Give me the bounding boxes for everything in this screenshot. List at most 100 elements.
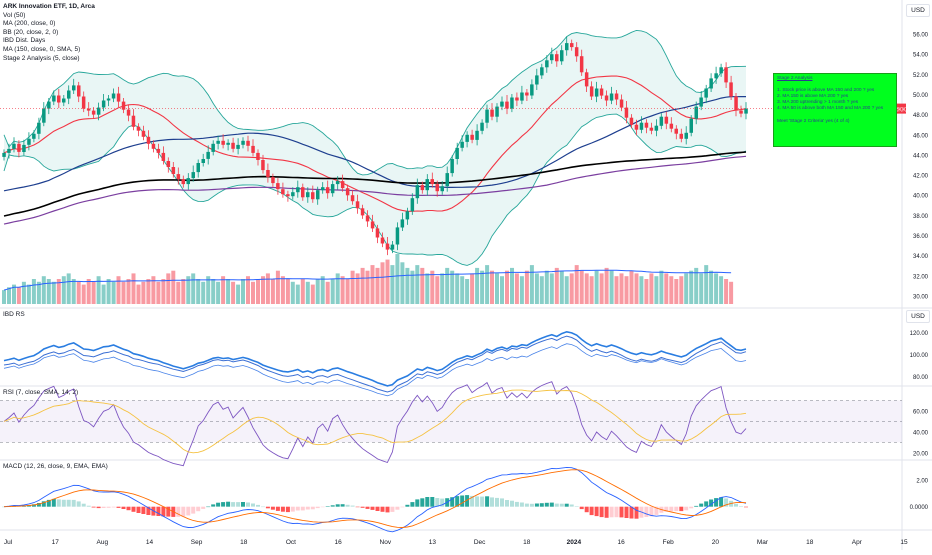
volume-bar [350, 270, 355, 304]
volume-bar [12, 284, 16, 304]
volume-bar [524, 270, 529, 304]
candle-body [146, 136, 151, 144]
candle-body [181, 179, 185, 185]
symbol-title[interactable]: ARK Innovation ETF, 1D, Arca [3, 3, 95, 10]
candle-body [91, 110, 96, 115]
macd-histogram-bar [634, 506, 639, 519]
volume-bar [579, 270, 584, 304]
macd-histogram-bar [674, 506, 679, 512]
macd-histogram-bar [709, 499, 714, 507]
time-axis-tick: 14 [146, 539, 154, 546]
candle-body [22, 144, 26, 152]
bollinger-band-fill [4, 30, 746, 266]
macd-histogram-bar [724, 498, 729, 507]
macd-histogram-bar [61, 499, 66, 507]
volume-bar [634, 273, 639, 304]
candle-body [535, 75, 539, 85]
rs-currency-badge[interactable]: USD [906, 310, 930, 323]
macd-histogram-bar [246, 502, 250, 507]
legend-vol[interactable]: Vol (50) [3, 11, 26, 19]
candle-body [390, 244, 395, 250]
macd-histogram-bar [450, 497, 455, 507]
macd-histogram-bar [744, 506, 748, 508]
candle-body [166, 161, 171, 167]
volume-bar [265, 273, 270, 304]
candle-body [226, 142, 230, 145]
candle-body [126, 109, 131, 116]
volume-bar [91, 281, 96, 304]
candle-body [395, 227, 400, 245]
rs-axis-tick: 80.00 [913, 375, 929, 381]
macd-histogram-bar [191, 506, 196, 514]
candle-body [72, 85, 76, 91]
candle-body [57, 95, 61, 103]
macd-histogram-bar [694, 505, 699, 507]
candle-body [216, 140, 220, 144]
volume-bar [390, 265, 395, 304]
candle-body [659, 116, 664, 126]
candle-body [644, 122, 649, 128]
volume-bar [236, 284, 241, 304]
volume-bar [435, 276, 440, 304]
macd-histogram-bar [425, 497, 430, 507]
macd-histogram-bar [310, 506, 315, 510]
candle-body [77, 85, 81, 97]
volume-bar [171, 270, 176, 304]
legend-stage2[interactable]: Stage 2 Analysis (5, close) [3, 54, 80, 62]
macd-pane-title[interactable]: MACD (12, 26, close, 9, EMA, EMA) [3, 463, 108, 470]
volume-bar [101, 284, 106, 304]
candle-body [335, 181, 340, 185]
macd-histogram-bar [325, 506, 330, 507]
volume-bar [425, 273, 430, 304]
volume-bar [639, 276, 644, 304]
indicator-layer [3, 29, 747, 266]
rs-pane-title[interactable]: IBD RS [3, 311, 25, 318]
legend-ma200[interactable]: MA (200, close, 0) [3, 20, 56, 28]
note-line: 3. MA 200 uptrending > 1 month ? yes [777, 100, 859, 106]
legend-ibd-dist[interactable]: IBD Dist. Days [3, 37, 46, 45]
candle-body [599, 88, 604, 96]
macd-histogram-bar [495, 497, 499, 507]
rsi-pane-title[interactable]: RSI (7, close, SMA, 14, 2) [3, 389, 79, 396]
chart-legend: ARK Innovation ETF, 1D, Arca Vol (50) MA… [3, 3, 95, 63]
candle-body [679, 133, 683, 139]
macd-histogram-bar [405, 504, 410, 507]
volume-bar [141, 281, 146, 304]
macd-histogram-bar [629, 506, 634, 519]
candle-body [12, 143, 16, 149]
candle-body [17, 143, 21, 152]
candle-body [246, 140, 250, 146]
macd-histogram-bar [330, 505, 335, 507]
macd-histogram-bar [91, 506, 96, 508]
rs-line-2 [3, 335, 747, 393]
macd-histogram-bar [599, 506, 604, 518]
macd-histogram-bar [41, 501, 46, 507]
candle-body [241, 140, 245, 145]
candle-body [266, 170, 270, 178]
volume-ma-line [3, 269, 732, 291]
candle-body [480, 122, 484, 131]
macd-histogram-bar [275, 506, 280, 511]
volume-bar [445, 267, 450, 304]
volume-bar [355, 273, 360, 304]
axis-layer: ARKK 56.00 54.00 52.00 50.00 48.00 46.00 44.00 4… [0, 33, 929, 546]
volume-bar [490, 270, 494, 304]
volume-bar [460, 276, 465, 304]
candle-body [689, 118, 693, 133]
candle-body [380, 237, 385, 244]
candle-body [430, 179, 434, 185]
legend-ma150[interactable]: MA (150, close, 0, SMA, 5) [3, 45, 81, 53]
volume-bar [186, 276, 191, 304]
volume-bar [684, 273, 689, 304]
candle-body [355, 201, 360, 209]
stage2-analysis-note[interactable]: Stage 2 Analysis 1. Stock price is above… [773, 73, 897, 147]
candle-body [415, 185, 420, 199]
macd-histogram-bar [166, 506, 171, 517]
candle-body [171, 167, 176, 174]
macd-histogram-bar [485, 496, 490, 507]
legend-bb[interactable]: BB (20, close, 2, 0) [3, 28, 59, 36]
candle-body [639, 122, 644, 130]
rsi-sma-line [3, 389, 747, 454]
currency-badge[interactable]: USD [906, 4, 930, 17]
